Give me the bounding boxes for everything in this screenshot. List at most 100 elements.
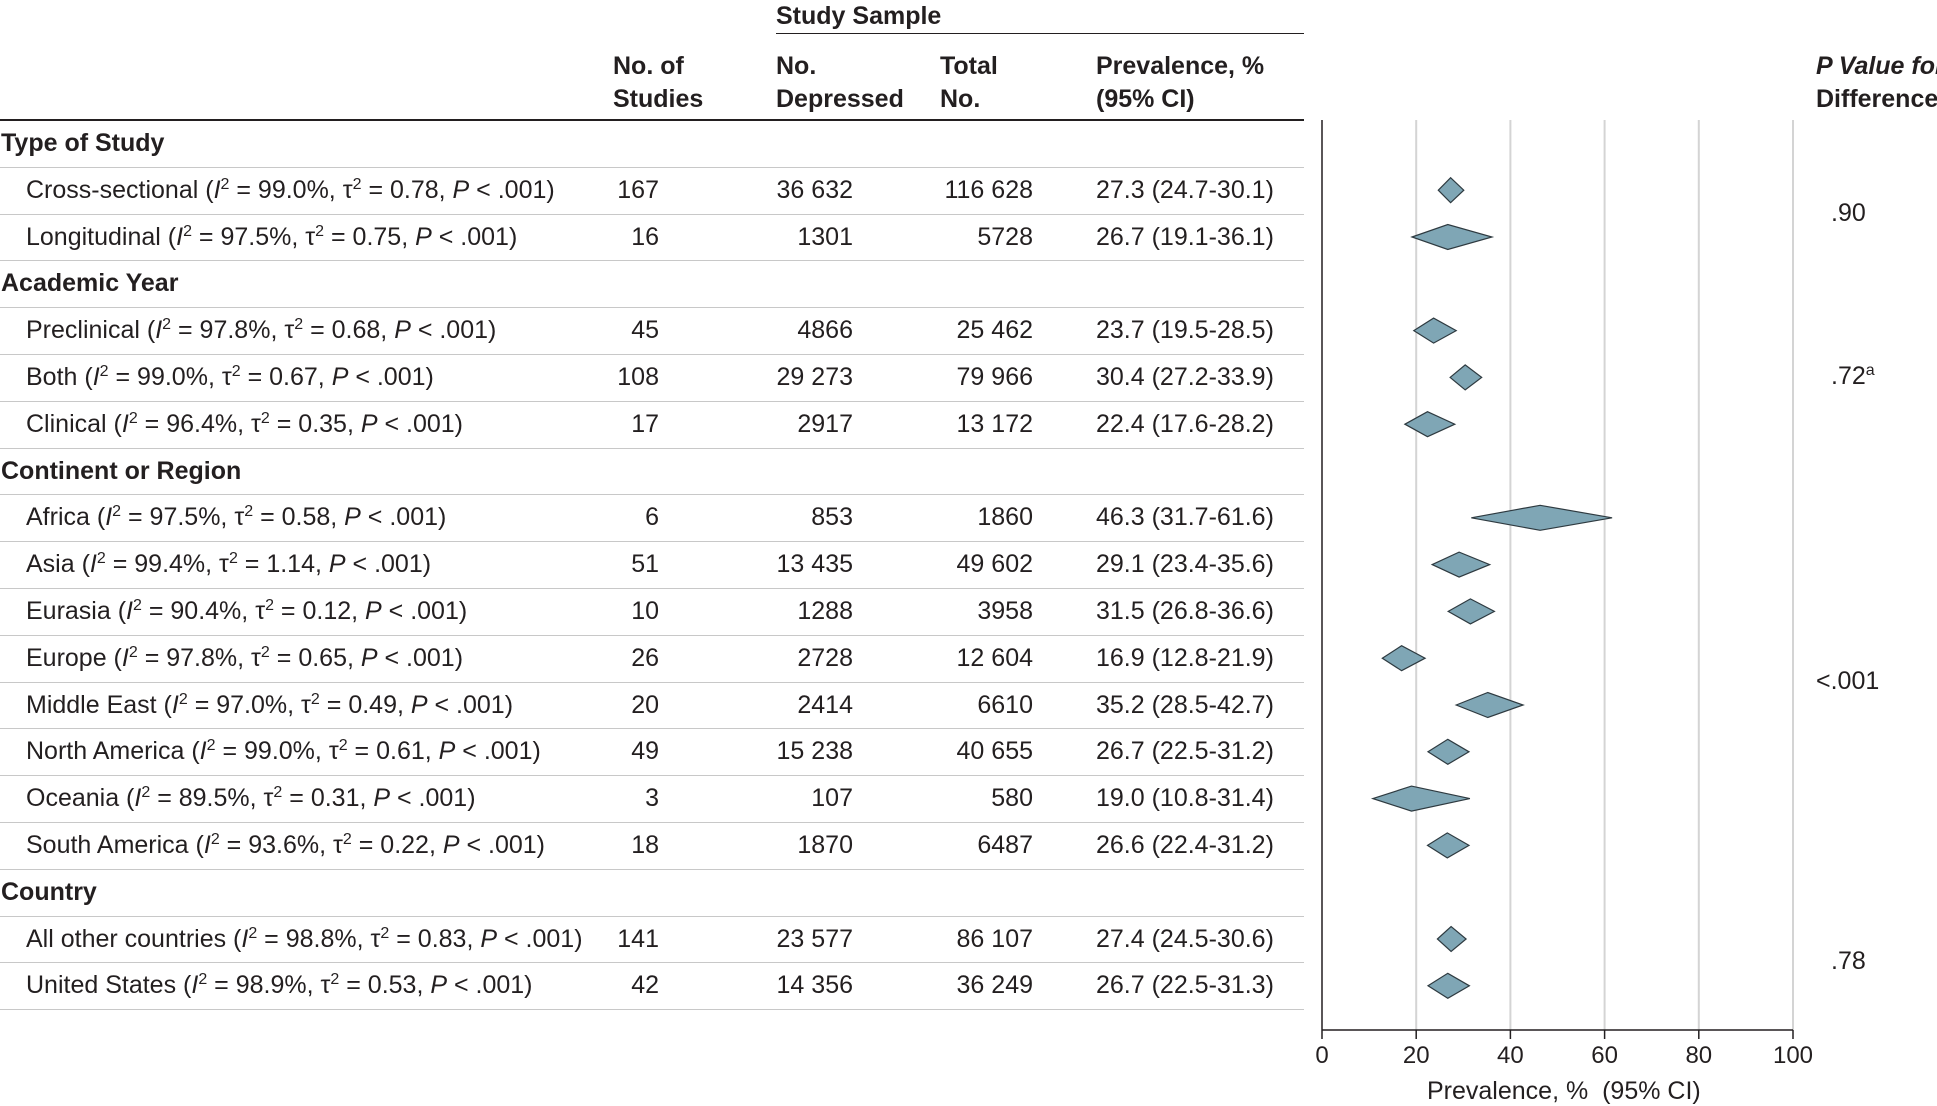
- x-tick-label: 60: [1591, 1042, 1618, 1069]
- prevalence-diamond: [1446, 598, 1496, 625]
- total-no-header-2: No.: [940, 85, 981, 113]
- studies-cell: 20: [631, 690, 659, 719]
- total-cell: 40 655: [956, 737, 1033, 766]
- studies-cell: 108: [617, 363, 659, 391]
- depressed-cell: 1301: [797, 222, 853, 251]
- prevalence-cell: 22.4 (17.6-28.2): [1096, 409, 1274, 438]
- row-label: Cross-sectional (I2 = 99.0%, τ2 = 0.78, …: [26, 175, 555, 204]
- row-divider: [0, 354, 1304, 355]
- x-tick-label: 100: [1773, 1042, 1813, 1069]
- depressed-cell: 107: [811, 784, 853, 813]
- studies-cell: 26: [631, 643, 659, 672]
- total-cell: 3958: [977, 597, 1033, 625]
- prevalence-cell: 30.4 (27.2-33.9): [1096, 363, 1274, 391]
- group-p-value: <.001: [1816, 666, 1880, 695]
- prevalence-diamond: [1471, 504, 1613, 531]
- total-cell: 580: [991, 784, 1033, 813]
- prevalence-cell: 26.7 (22.5-31.2): [1096, 737, 1274, 766]
- prevalence-diamond: [1437, 176, 1465, 204]
- prevalence-diamond: [1410, 223, 1495, 251]
- x-axis-label: Prevalence, % (95% CI): [1427, 1077, 1701, 1105]
- prevalence-diamond: [1426, 972, 1471, 1000]
- depressed-cell: 23 577: [776, 924, 853, 953]
- total-cell: 6487: [977, 831, 1033, 859]
- studies-cell: 49: [631, 737, 659, 766]
- no-depressed-header-2: Depressed: [776, 85, 904, 113]
- row-divider: [0, 494, 1304, 496]
- x-tick-label: 40: [1497, 1042, 1524, 1069]
- row-divider: [0, 541, 1304, 543]
- row-divider: [0, 166, 1304, 168]
- studies-cell: 167: [617, 175, 659, 204]
- prevalence-cell: 29.1 (23.4-35.6): [1096, 550, 1274, 579]
- study-sample-header: Study Sample: [776, 2, 942, 30]
- p-value-header-2: Difference: [1816, 85, 1937, 113]
- row-label: Europe (I2 = 97.8%, τ2 = 0.65, P < .001): [26, 643, 464, 672]
- prevalence-diamond: [1426, 832, 1471, 859]
- p-value-header-1: P Value for: [1816, 52, 1937, 80]
- row-divider: [0, 588, 1304, 589]
- depressed-cell: 13 435: [776, 550, 853, 579]
- prevalence-header-2: (95% CI): [1096, 85, 1195, 113]
- prevalence-diamond: [1436, 925, 1468, 953]
- group-p-value: .90: [1831, 198, 1866, 227]
- prevalence-diamond: [1454, 691, 1525, 719]
- row-divider: [0, 681, 1304, 683]
- depressed-cell: 1870: [797, 831, 853, 859]
- row-label: Oceania (I2 = 89.5%, τ2 = 0.31, P < .001…: [26, 784, 476, 813]
- row-divider: [0, 728, 1304, 730]
- row-label: Longitudinal (I2 = 97.5%, τ2 = 0.75, P <…: [26, 222, 518, 251]
- section-title: Continent or Region: [1, 456, 242, 485]
- row-divider: [0, 775, 1304, 777]
- prevalence-cell: 27.3 (24.7-30.1): [1096, 175, 1274, 204]
- prevalence-cell: 27.4 (24.5-30.6): [1096, 924, 1274, 953]
- x-tick-label: 80: [1685, 1042, 1712, 1069]
- studies-cell: 42: [631, 971, 659, 1000]
- total-cell: 86 107: [956, 924, 1033, 953]
- row-label: Both (I2 = 99.0%, τ2 = 0.67, P < .001): [26, 363, 434, 391]
- prevalence-cell: 23.7 (19.5-28.5): [1096, 316, 1274, 345]
- depressed-cell: 4866: [797, 316, 853, 345]
- row-label: All other countries (I2 = 98.8%, τ2 = 0.…: [26, 924, 583, 953]
- studies-cell: 3: [645, 784, 659, 813]
- prevalence-header-1: Prevalence, %: [1096, 52, 1265, 80]
- row-label: South America (I2 = 93.6%, τ2 = 0.22, P …: [26, 831, 546, 859]
- prevalence-cell: 19.0 (10.8-31.4): [1096, 784, 1274, 813]
- section-title: Type of Study: [1, 129, 165, 157]
- row-label: Preclinical (I2 = 97.8%, τ2 = 0.68, P < …: [26, 316, 497, 345]
- section-divider: [0, 260, 1304, 262]
- studies-cell: 16: [631, 222, 659, 251]
- prevalence-cell: 26.7 (19.1-36.1): [1096, 222, 1274, 251]
- no-of-studies-header-2: Studies: [613, 85, 704, 113]
- total-cell: 36 249: [956, 971, 1033, 1000]
- row-label: North America (I2 = 99.0%, τ2 = 0.61, P …: [26, 737, 541, 766]
- prevalence-diamond: [1426, 738, 1471, 766]
- total-cell: 5728: [977, 222, 1033, 251]
- section-divider: [0, 868, 1304, 870]
- header-rule: [0, 119, 1304, 121]
- prevalence-diamond: [1412, 317, 1458, 344]
- depressed-cell: 15 238: [776, 737, 853, 766]
- depressed-cell: 36 632: [776, 175, 853, 204]
- prevalence-diamond: [1449, 364, 1483, 391]
- studies-cell: 18: [631, 831, 659, 859]
- total-cell: 79 966: [956, 363, 1033, 391]
- section-divider: [0, 447, 1304, 449]
- studies-cell: 10: [631, 597, 659, 625]
- row-divider: [0, 822, 1304, 823]
- total-cell: 49 602: [956, 550, 1033, 579]
- study-sample-rule: [776, 33, 1304, 34]
- row-label: Eurasia (I2 = 90.4%, τ2 = 0.12, P < .001…: [26, 597, 468, 625]
- prevalence-diamond: [1370, 785, 1471, 812]
- total-cell: 13 172: [956, 409, 1033, 438]
- row-divider: [0, 400, 1304, 402]
- row-label: Clinical (I2 = 96.4%, τ2 = 0.35, P < .00…: [26, 409, 464, 438]
- x-tick-label: 0: [1315, 1042, 1328, 1069]
- depressed-cell: 2728: [797, 643, 853, 672]
- total-cell: 6610: [977, 690, 1033, 719]
- row-divider: [0, 915, 1304, 917]
- studies-cell: 51: [631, 550, 659, 579]
- prevalence-diamond: [1403, 411, 1457, 438]
- group-p-value: .72a: [1831, 362, 1875, 391]
